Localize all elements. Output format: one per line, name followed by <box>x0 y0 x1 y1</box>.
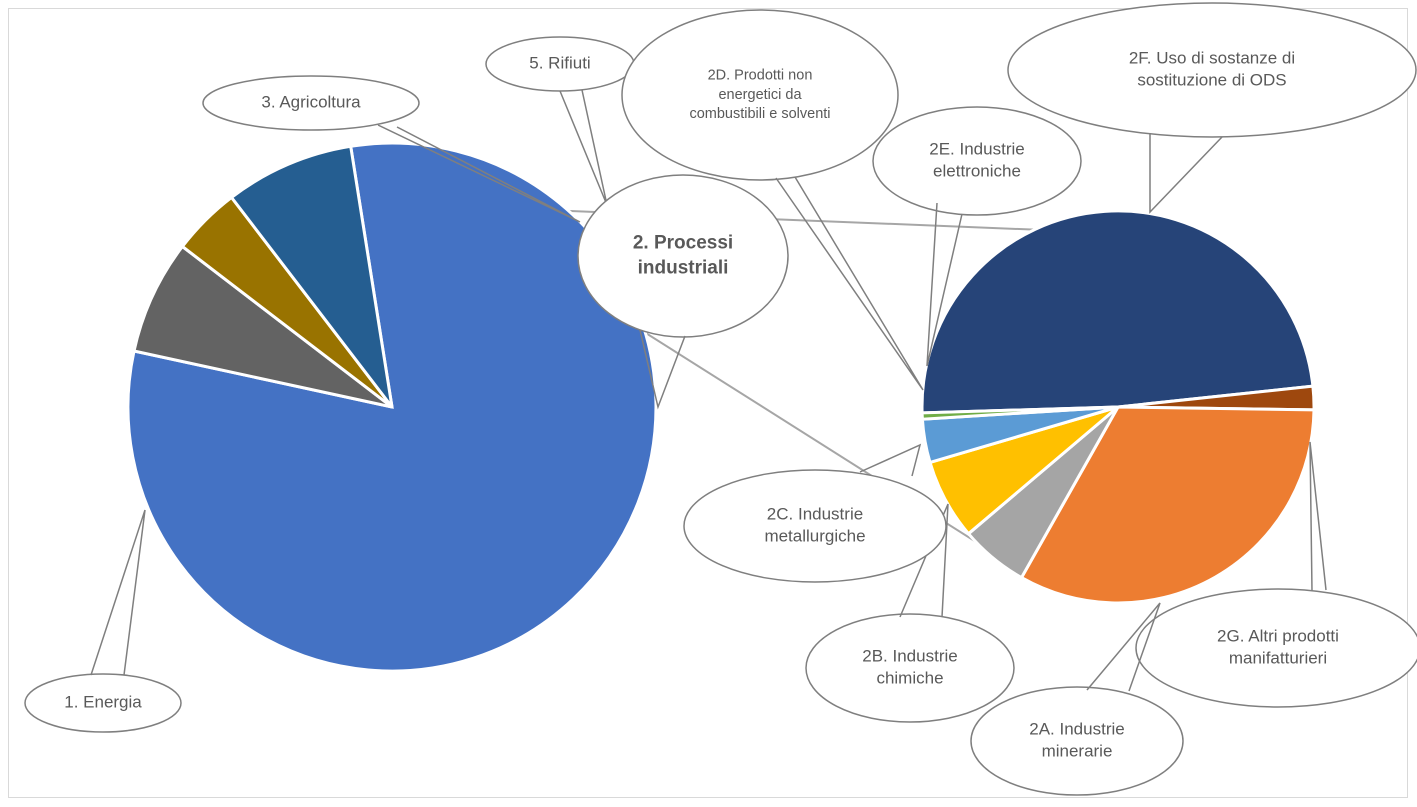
callout-tail <box>775 176 924 391</box>
callout-processi: 2. Processi industriali <box>577 174 789 410</box>
callout-d2: 2D. Prodotti non energetici da combustibil… <box>621 9 924 391</box>
callout-bubble <box>683 469 947 583</box>
callout-energia-label-1: 1. Energia <box>64 692 142 711</box>
callout-a2: 2A. Industrie minerarie <box>970 602 1184 796</box>
callout-tail <box>639 329 686 410</box>
callout-e2: 2E. Industrie elettroniche <box>872 106 1082 367</box>
callout-tail <box>859 443 922 477</box>
callout-d2-label-2: energetici da <box>718 87 802 103</box>
callout-bubble <box>1135 588 1417 708</box>
callout-processi-label-2: industriali <box>638 258 729 279</box>
callout-g2: 2G. Altri prodotti manifatturieri <box>1135 441 1417 708</box>
callouts: 1. Energia 3. Agricoltura 5. Rifiuti 2. Pro… <box>24 2 1417 796</box>
callout-e2-label-1: 2E. Industrie <box>929 139 1024 158</box>
main-pie <box>126 141 658 673</box>
pie-slice-3-agricoltura <box>132 244 393 409</box>
callout-agricoltura-label-1: 3. Agricoltura <box>261 92 361 111</box>
callout-bubble <box>24 673 182 733</box>
callout-bubble <box>621 9 899 181</box>
callout-f2: 2F. Uso di sostanze di sostituzione di OD… <box>1007 2 1417 214</box>
callout-d2-label-1: 2D. Prodotti non <box>708 68 813 84</box>
callout-bubble <box>1007 2 1417 138</box>
callout-b2-label-1: 2B. Industrie <box>862 646 957 665</box>
callout-c2: 2C. Industrie metallurgiche <box>683 443 947 583</box>
callout-energia: 1. Energia <box>24 509 182 733</box>
callout-tail <box>899 503 949 618</box>
callout-b2-label-2: chimiche <box>876 669 943 688</box>
callout-tail <box>1149 133 1223 214</box>
callout-tail <box>90 509 146 676</box>
callout-agricoltura: 3. Agricoltura <box>202 75 581 223</box>
callout-bubble <box>970 686 1184 796</box>
callout-c2-label-1: 2C. Industrie <box>767 504 863 523</box>
callout-f2-label-1: 2F. Uso di sostanze di <box>1129 48 1295 67</box>
callout-bubble <box>202 75 420 131</box>
callout-bubble <box>805 613 1015 723</box>
callout-tail <box>926 202 963 367</box>
callout-a2-label-2: minerarie <box>1042 742 1113 761</box>
callout-f2-label-2: sostituzione di ODS <box>1137 71 1286 90</box>
pie-slice-2a-industrie-minerarie <box>1019 405 1316 605</box>
callout-g2-label-1: 2G. Altri prodotti <box>1217 626 1339 645</box>
callout-tail <box>559 89 608 206</box>
secondary-pie <box>920 209 1316 605</box>
callout-a2-label-1: 2A. Industrie <box>1029 719 1124 738</box>
callout-g2-label-2: manifatturieri <box>1229 649 1327 668</box>
callout-rifiuti: 5. Rifiuti <box>485 36 635 206</box>
callout-processi-label-1: 2. Processi <box>633 232 733 253</box>
callout-bubble <box>872 106 1082 216</box>
pie-slice-2-processi-industriali <box>229 144 394 408</box>
callout-tail <box>1086 602 1161 692</box>
callout-tail <box>1309 441 1327 592</box>
callout-e2-label-2: elettroniche <box>933 162 1021 181</box>
callout-d2-label-3: combustibili e solventi <box>689 106 830 122</box>
pie-slice-2f-uso-di-sostanze-di-sostituzione-di-ods <box>920 209 1315 415</box>
callout-c2-label-2: metallurgiche <box>764 527 865 546</box>
callout-rifiuti-label-1: 5. Rifiuti <box>529 53 590 72</box>
callout-bubble <box>577 174 789 338</box>
callout-b2: 2B. Industrie chimiche <box>805 503 1015 723</box>
pie-slice-2e-industrie-elettroniche <box>920 405 1119 421</box>
callout-tail <box>377 124 581 223</box>
